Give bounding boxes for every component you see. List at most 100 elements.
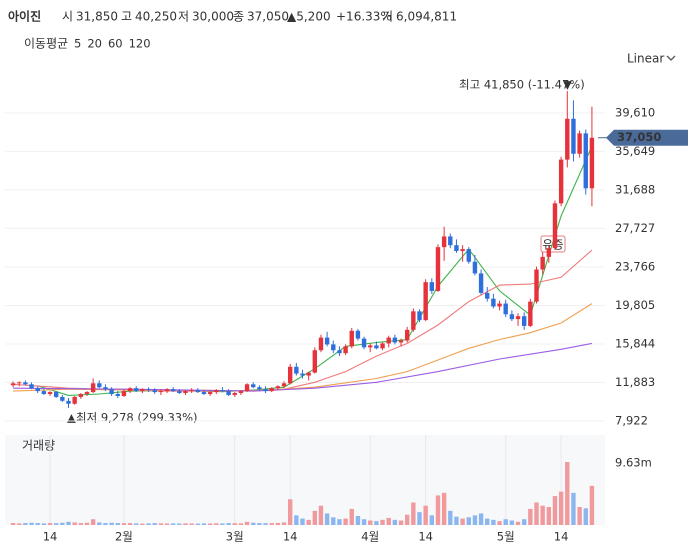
- candle-body: [491, 298, 496, 307]
- candle-body: [189, 390, 194, 392]
- volume-bar: [29, 522, 34, 525]
- volume-bar: [201, 523, 207, 525]
- volume-bar: [380, 519, 385, 525]
- candle-body: [312, 350, 318, 373]
- candle-body: [540, 256, 545, 270]
- candle-body: [546, 248, 552, 257]
- candle-body: [435, 247, 441, 291]
- candle-body: [238, 391, 244, 394]
- candle-body: [78, 394, 84, 397]
- volume-bar: [66, 521, 71, 525]
- high-value: 40,250: [135, 10, 177, 24]
- volume-bar: [368, 520, 373, 525]
- y-tick-label: 7,922: [615, 414, 648, 428]
- candle-body: [195, 390, 201, 393]
- candle-body: [152, 390, 157, 393]
- candle-body: [515, 316, 521, 320]
- low-annotation: 최저 9,278 (299.33%): [76, 411, 198, 425]
- volume-bar: [47, 523, 53, 525]
- volume-bar: [324, 513, 330, 525]
- y-tick-label: 27,727: [615, 221, 655, 235]
- candle-body: [472, 261, 478, 274]
- change: ▲5,200: [287, 10, 331, 24]
- volume-bar: [448, 510, 453, 525]
- candle-body: [10, 383, 16, 386]
- volume-bar: [257, 523, 262, 525]
- volume-bar: [583, 508, 588, 525]
- volume-bar: [571, 492, 576, 525]
- volume-bar: [515, 521, 521, 525]
- candle-body: [398, 340, 404, 343]
- candle-body: [269, 388, 274, 392]
- volume-bar: [472, 515, 478, 525]
- volume-bar: [454, 516, 459, 525]
- dropdown-icon[interactable]: [666, 55, 676, 61]
- candle-body: [103, 387, 108, 390]
- volume-bar: [374, 521, 379, 525]
- candle-body: [565, 118, 570, 160]
- volume-bar: [355, 516, 361, 525]
- candle-body: [441, 236, 447, 248]
- candle-body: [392, 337, 398, 343]
- volume-bar: [109, 522, 114, 525]
- volume-bar: [398, 520, 404, 525]
- volume-bar: [491, 519, 496, 525]
- volume-bar: [558, 491, 564, 525]
- candle-body: [294, 366, 299, 374]
- volume-bar: [503, 519, 508, 525]
- volume-bar: [84, 522, 90, 525]
- candle-body: [466, 249, 471, 262]
- candle-body: [552, 203, 558, 249]
- volume-bar: [429, 515, 435, 525]
- candle-body: [226, 391, 231, 395]
- candle-body: [454, 245, 459, 252]
- legend-entry: 60: [108, 37, 123, 51]
- volume-bar: [17, 523, 22, 525]
- candle-body: [460, 249, 465, 252]
- y-tick-label: 11,883: [615, 375, 655, 389]
- volume-bar: [244, 521, 250, 525]
- candle-body: [478, 273, 484, 293]
- candle-body: [349, 330, 354, 347]
- volume-bar: [417, 512, 422, 525]
- volume-bar: [540, 505, 545, 525]
- candle-body: [170, 389, 176, 392]
- low-arrow: ▲: [67, 411, 76, 425]
- volume-bar: [72, 522, 77, 525]
- candle-body: [318, 337, 324, 351]
- volume-bar: [214, 523, 219, 525]
- legend-entry: 5: [74, 37, 81, 51]
- candle-body: [386, 337, 391, 344]
- candle-body: [287, 366, 293, 384]
- volume-bar: [294, 515, 299, 525]
- volume-bar: [392, 519, 398, 525]
- volume-bar: [127, 523, 133, 525]
- volume-bar: [115, 523, 120, 525]
- candle-body: [23, 382, 28, 385]
- scale-mode[interactable]: Linear: [627, 52, 664, 66]
- volume-bar: [152, 523, 157, 525]
- high-annotation: 최고 41,850 (-11.47%): [459, 78, 585, 92]
- volume-bar: [251, 522, 256, 525]
- x-tick-label: 2월: [115, 530, 133, 544]
- volume-bar: [263, 523, 268, 525]
- volume-bar: [170, 523, 176, 525]
- volume-bar: [78, 523, 84, 525]
- candle-body: [35, 388, 40, 392]
- candle-body: [404, 329, 410, 341]
- candle-body: [485, 292, 490, 299]
- candle-body: [53, 392, 59, 397]
- candle-body: [232, 393, 237, 395]
- volume-bar: [53, 523, 59, 525]
- y-tick-label: 19,805: [615, 298, 655, 312]
- y-tick-label: 35,649: [615, 144, 655, 158]
- volume-bar: [411, 502, 416, 525]
- y-tick-label: 39,610: [615, 105, 655, 119]
- candle-body: [337, 350, 342, 354]
- candle-body: [497, 303, 502, 307]
- volume-value: 6,094,811: [396, 10, 457, 24]
- candle-body: [380, 343, 385, 349]
- candle-body: [201, 392, 207, 395]
- volume-bar: [183, 523, 188, 525]
